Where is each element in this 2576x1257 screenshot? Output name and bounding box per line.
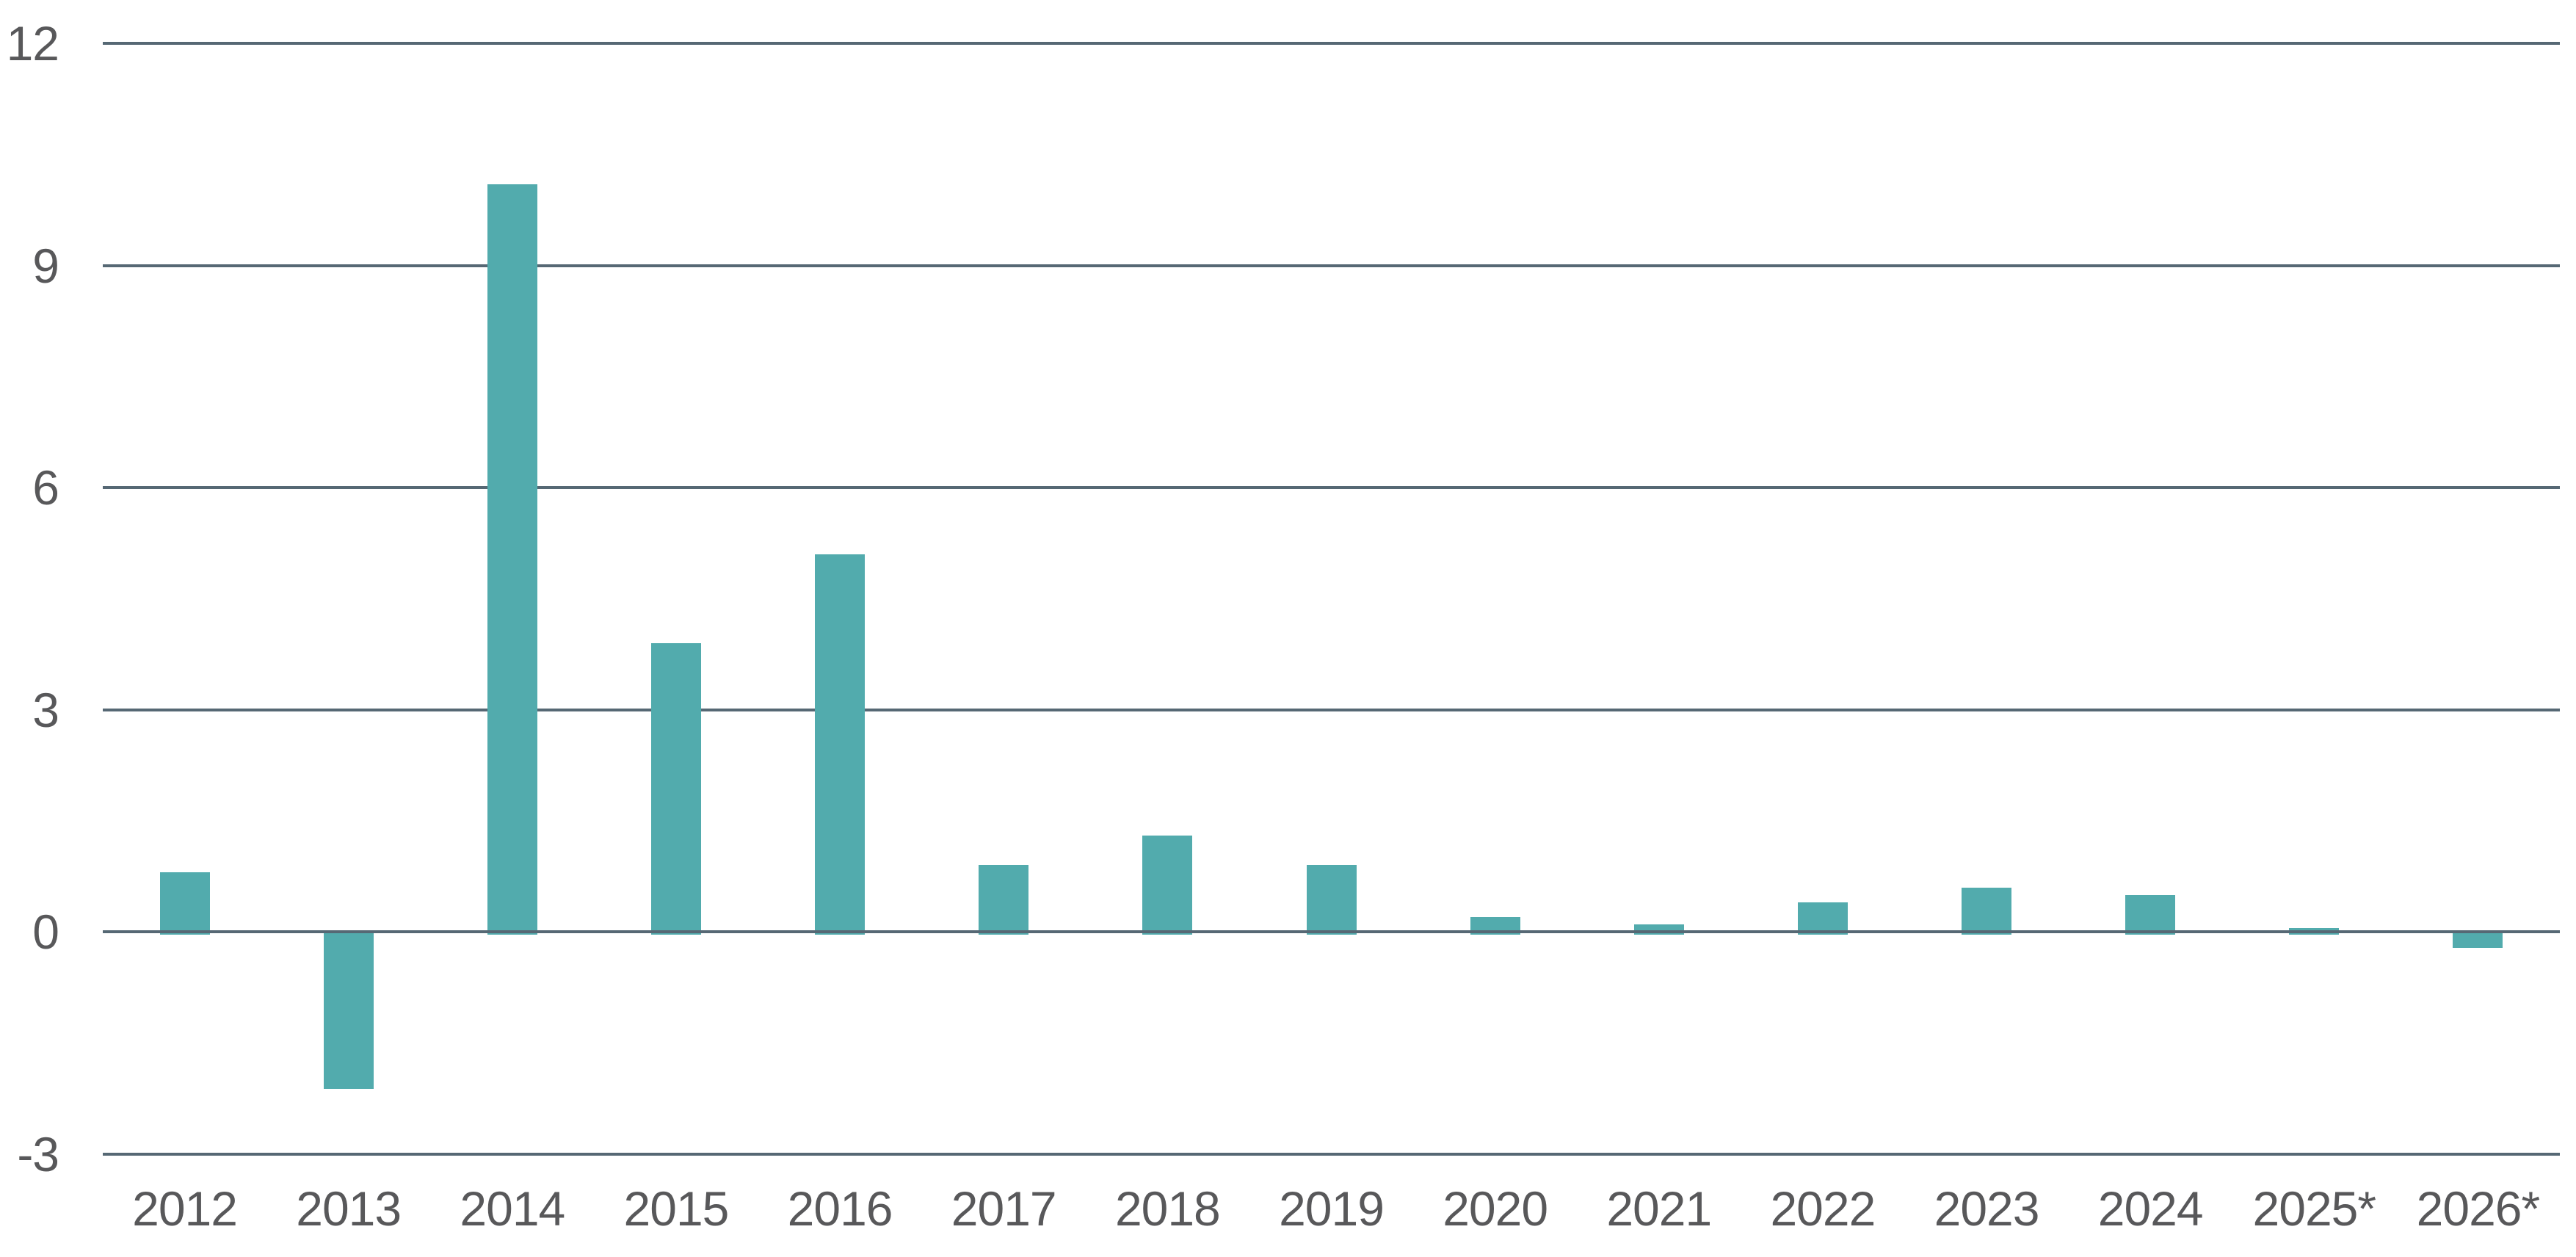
x-axis-tick-label: 2021 bbox=[1606, 1181, 1712, 1236]
bar-2013 bbox=[323, 930, 374, 1089]
bar-2024 bbox=[2125, 894, 2176, 935]
bar-2016 bbox=[815, 554, 866, 935]
x-axis-tick-label: 2023 bbox=[1934, 1181, 2040, 1236]
bar-2017 bbox=[979, 865, 1029, 935]
x-axis-tick-label: 2026* bbox=[2416, 1181, 2541, 1236]
x-axis-tick-label: 2013 bbox=[296, 1181, 402, 1236]
y-axis-tick-label: 0 bbox=[32, 905, 59, 959]
x-axis-zero-line bbox=[103, 930, 2560, 933]
x-axis-tick-label: 2020 bbox=[1443, 1181, 1548, 1236]
x-axis-tick-label: 2025* bbox=[2252, 1181, 2377, 1236]
x-axis-tick-label: 2022 bbox=[1770, 1181, 1876, 1236]
gridline bbox=[103, 264, 2560, 267]
bar-2019 bbox=[1306, 865, 1357, 935]
y-axis-tick-label: 9 bbox=[32, 238, 59, 293]
gridline bbox=[103, 42, 2560, 45]
gridline bbox=[103, 708, 2560, 711]
gridline bbox=[103, 486, 2560, 489]
bar-2012 bbox=[159, 872, 210, 935]
y-axis-tick-label: 12 bbox=[6, 16, 59, 70]
x-axis-tick-label: 2018 bbox=[1114, 1181, 1221, 1236]
x-axis-tick-label: 2015 bbox=[623, 1181, 730, 1236]
x-axis-tick-label: 2017 bbox=[951, 1181, 1057, 1236]
bar-2018 bbox=[1142, 835, 1193, 935]
y-axis-tick-label: 6 bbox=[32, 460, 59, 515]
y-axis-tick-label: 3 bbox=[32, 682, 59, 737]
x-axis-tick-label: 2016 bbox=[787, 1181, 893, 1236]
bar-2026 bbox=[2453, 930, 2503, 949]
x-axis-tick-label: 2014 bbox=[460, 1181, 565, 1236]
x-axis-tick-label: 2012 bbox=[132, 1181, 238, 1236]
bar-2022 bbox=[1797, 902, 1848, 935]
bar-2015 bbox=[650, 642, 701, 935]
x-axis-tick-label: 2024 bbox=[2097, 1181, 2204, 1236]
bar-2023 bbox=[1962, 887, 2012, 935]
gridline bbox=[103, 1152, 2560, 1156]
x-axis-tick-label: 2019 bbox=[1279, 1181, 1385, 1236]
bar-2014 bbox=[487, 184, 537, 935]
y-axis-tick-label: -3 bbox=[17, 1126, 59, 1181]
